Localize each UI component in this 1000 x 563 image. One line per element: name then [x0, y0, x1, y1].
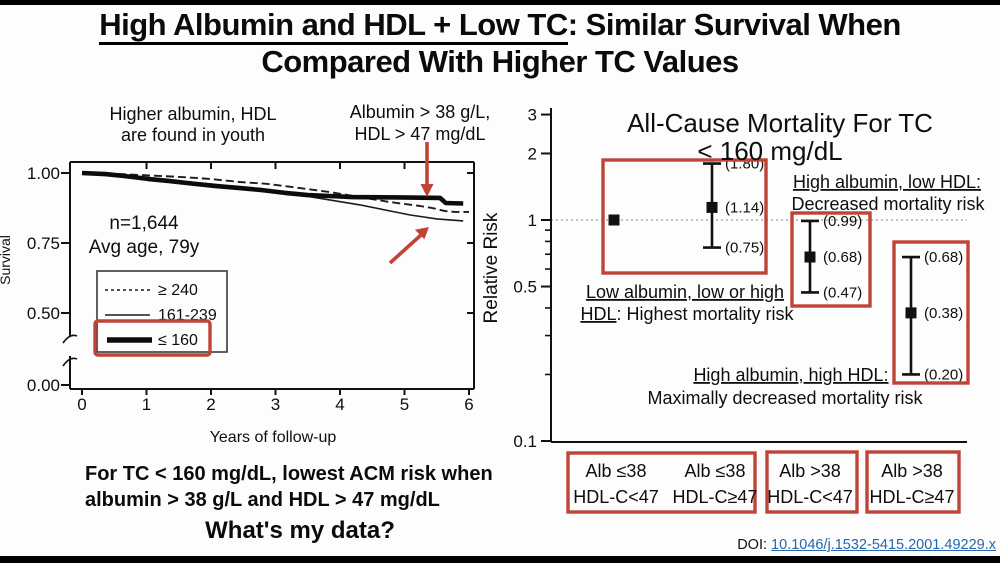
km-curve-dashed	[81, 172, 469, 213]
annotation-high-alb-low-hdl-line1: High albumin, low HDL:	[793, 172, 981, 192]
survival-x-axis-label: Years of follow-up	[210, 429, 337, 446]
annotation-high-alb-high-hdl-line2: Maximally decreased mortality risk	[647, 388, 923, 408]
rr-marker	[804, 251, 816, 263]
fp-point-group-1	[608, 214, 620, 226]
rr-label: (0.68)	[823, 249, 862, 266]
doi-line: DOI: 10.1046/j.1532-5415.2001.49229.x	[737, 537, 996, 553]
category-4-albumin: Alb >38	[881, 461, 943, 481]
axis-break-mark	[62, 357, 78, 367]
fp-point-group-2: (1.80)(1.14)(0.75)	[703, 156, 764, 257]
rr-marker	[608, 214, 620, 226]
title-line-1: High Albumin and HDL + Low TC: Similar S…	[0, 6, 1000, 45]
category-2-albumin: Alb ≤38	[685, 461, 746, 481]
km-x-tick-label: 6	[464, 395, 473, 414]
youth-annotation-line2: are found in youth	[121, 125, 265, 145]
title-line-2: Compared With Higher TC Values	[261, 44, 739, 79]
category-3-albumin: Alb >38	[779, 461, 841, 481]
rr-marker	[706, 201, 718, 213]
down-arrow-head-icon	[420, 184, 434, 197]
diagonal-arrow-line	[388, 233, 423, 265]
survival-plot-frame	[62, 161, 475, 390]
ci-low-label: (0.75)	[725, 240, 764, 257]
fp-y-tick-label: 1	[528, 211, 537, 230]
axis-break-mark	[62, 334, 78, 344]
km-x-tick-label: 0	[77, 395, 86, 414]
km-y-tick-label: 0.00	[27, 376, 60, 395]
forest-plot-dynamic-layer: 3210.50.1(1.80)(1.14)(0.75)(0.99)(0.68)(…	[513, 106, 967, 451]
km-curve-thick	[81, 170, 464, 206]
legend-highlight-red-box	[93, 319, 212, 357]
rr-label: (0.38)	[924, 305, 963, 322]
red-box-high-alb-high-hdl	[892, 240, 970, 385]
category-2-hdl: HDL-C≥47	[673, 487, 758, 507]
annotation-low-alb-line2: HDL: Highest mortality risk	[580, 304, 794, 324]
title-underlined-part: High Albumin and HDL + Low TC	[99, 7, 568, 45]
km-y-tick-label: 0.75	[27, 234, 60, 253]
category-4-hdl: HDL-C≥47	[870, 487, 955, 507]
forest-plot: 3210.50.1(1.80)(1.14)(0.75)(0.99)(0.68)(…	[481, 106, 986, 514]
ci-low-label: (0.47)	[823, 284, 862, 301]
survival-y-axis-label: Survival	[0, 235, 13, 285]
ci-high-label: (0.99)	[823, 213, 862, 230]
conclusion-line-2: albumin > 38 g/L and HDL > 47 mg/dL	[85, 489, 440, 511]
relative-risk-y-axis-label: Relative Risk	[481, 212, 502, 323]
category-3-hdl: HDL-C<47	[767, 487, 853, 507]
survival-chart: 0 1 2 3 4 5 6 1.00 0.75 0.50 0.00 ≥ 240 161-239 ≤ …	[0, 102, 491, 446]
avg-age-label: Avg age, 79y	[89, 237, 200, 258]
red-box-reference-group	[601, 158, 768, 275]
survival-legend: ≥ 240 161-239 ≤ 160	[93, 270, 228, 357]
km-y-tick-label: 0.50	[27, 304, 60, 323]
km-y-tick-label: 1.00	[27, 164, 60, 183]
forest-title-line2: < 160 mg/dL	[697, 136, 842, 166]
red-box-category-high-alb-high-hdl	[865, 450, 961, 514]
forest-title-line1: All-Cause Mortality For TC	[627, 108, 933, 138]
diagonal-arrow-head-icon	[414, 227, 429, 240]
bottom-border-bar	[0, 556, 1000, 563]
question-text: What's my data?	[205, 517, 395, 544]
fp-y-tick-label: 2	[528, 144, 537, 163]
survival-chart-dynamic-layer: 0 1 2 3 4 5 6 1.00 0.75 0.50 0.00	[27, 162, 474, 414]
slide-title: High Albumin and HDL + Low TC: Similar S…	[0, 6, 1000, 80]
km-x-tick-label: 1	[142, 395, 151, 414]
annotation-high-alb-low-hdl-line2: Decreased mortality risk	[791, 194, 985, 214]
albumin-annotation-line2: HDL > 47 mg/dL	[355, 124, 486, 144]
annotation-low-alb-line2-rest: : Highest mortality risk	[616, 304, 794, 324]
ci-low-label: (0.20)	[924, 366, 963, 383]
doi-label: DOI:	[737, 537, 772, 553]
fp-y-tick-label: 0.1	[513, 432, 537, 451]
km-x-tick-label: 5	[400, 395, 409, 414]
category-1-albumin: Alb ≤38	[586, 461, 647, 481]
youth-annotation-line1: Higher albumin, HDL	[109, 104, 276, 124]
legend-label-240: ≥ 240	[158, 282, 198, 299]
km-x-tick-label: 2	[206, 395, 215, 414]
ci-high-label: (0.68)	[924, 249, 963, 266]
legend-label-160: ≤ 160	[158, 332, 198, 349]
fp-point-group-3: (0.99) (0.68) (0.47)	[801, 213, 862, 301]
fp-y-tick-label: 0.5	[513, 278, 537, 297]
top-border-bar	[0, 0, 1000, 5]
annotation-high-alb-high-hdl-line1: High albumin, high HDL:	[693, 365, 888, 385]
doi-link[interactable]: 10.1046/j.1532-5415.2001.49229.x	[771, 537, 996, 553]
conclusion-line-1: For TC < 160 mg/dL, lowest ACM risk when	[85, 463, 493, 485]
red-box-category-high-alb-low-hdl	[765, 450, 859, 514]
rr-marker	[905, 307, 917, 319]
annotation-low-alb-line2-underlined: HDL	[580, 304, 616, 324]
red-box-high-alb-low-hdl	[790, 211, 872, 308]
annotation-low-alb-line1: Low albumin, low or high	[586, 282, 784, 302]
annotation-arrows	[388, 142, 434, 265]
sample-size-label: n=1,644	[109, 213, 179, 234]
conclusion-text: For TC < 160 mg/dL, lowest ACM risk when…	[85, 461, 493, 513]
fp-y-tick-label: 3	[528, 106, 537, 125]
rr-label: (1.14)	[725, 199, 764, 216]
albumin-annotation-line1: Albumin > 38 g/L,	[350, 102, 491, 122]
km-x-tick-label: 4	[335, 395, 344, 414]
forest-plot-axes	[550, 108, 967, 443]
fp-point-group-4: (0.68) (0.38) (0.20)	[902, 249, 963, 383]
title-rest-part: : Similar Survival When	[567, 7, 902, 42]
km-x-tick-label: 3	[271, 395, 280, 414]
red-box-category-low-albumin	[566, 451, 757, 514]
category-1-hdl: HDL-C<47	[573, 487, 659, 507]
